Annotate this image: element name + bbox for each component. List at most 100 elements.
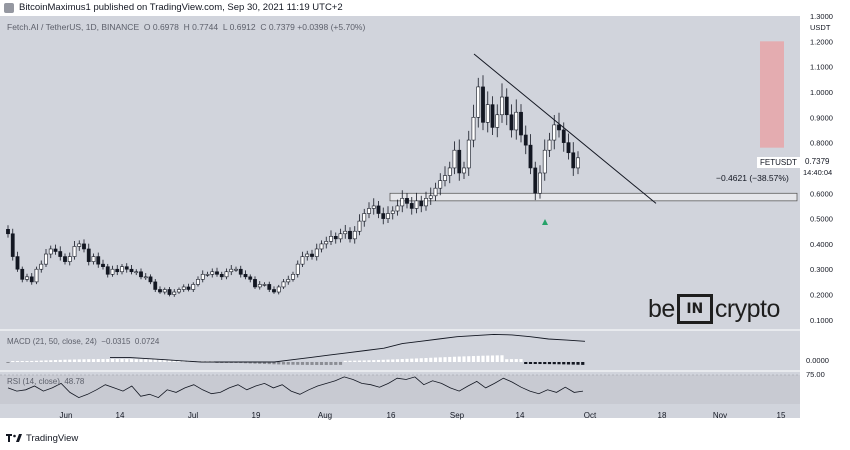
macd-bar <box>419 358 423 362</box>
candle-body <box>343 230 348 235</box>
macd-legend[interactable]: MACD (21, 50, close, 24) −0.0315 0.0724 <box>7 337 159 346</box>
candle-body <box>153 281 158 290</box>
candle-body <box>200 273 205 280</box>
tradingview-logo-icon[interactable] <box>6 433 22 443</box>
candle-body <box>519 111 523 136</box>
macd-bar <box>53 360 58 362</box>
macd-bar <box>433 357 438 362</box>
time-tick: Jul <box>188 411 198 420</box>
candlestick-series <box>6 75 580 297</box>
candle-body <box>514 111 519 131</box>
candle-body <box>63 256 67 262</box>
price-tick: 1.0000 <box>810 88 833 97</box>
time-tick: 19 <box>252 411 261 420</box>
candle-body <box>533 167 538 194</box>
macd-bar <box>291 362 295 365</box>
ohlc-change: +0.0398 (+5.70%) <box>297 22 366 32</box>
candle-body <box>115 268 120 273</box>
macd-bar <box>58 359 62 362</box>
candle-body <box>400 198 405 207</box>
candle-body <box>547 139 552 151</box>
macd-bar <box>163 359 167 362</box>
candle-body <box>25 276 29 280</box>
candle-body <box>466 139 471 169</box>
time-tick: Nov <box>713 411 727 420</box>
candle-body <box>490 104 495 128</box>
rsi-line <box>7 376 584 399</box>
macd-bar <box>462 356 466 362</box>
ohlc-close: 0.7379 <box>268 22 295 32</box>
macd-bar <box>144 359 148 362</box>
macd-bar <box>77 359 81 362</box>
support-zone[interactable] <box>389 192 798 202</box>
ohlc-open-label: O <box>143 22 151 32</box>
macd-value-1: −0.0315 <box>101 337 131 346</box>
symbol-name[interactable]: Fetch.AI / TetherUS, 1D, BINANCE <box>7 22 140 32</box>
macd-bar <box>547 362 552 365</box>
chart-area[interactable] <box>0 16 800 418</box>
macd-bar <box>310 362 314 365</box>
rsi-value: 48.78 <box>64 377 85 386</box>
price-tick: 0.3000 <box>810 265 833 274</box>
tradingview-brand[interactable]: TradingView <box>26 432 79 444</box>
time-axis[interactable]: Jun 14 Jul 19 Aug 16 Sep 14 Oct 18 Nov 15 <box>60 411 786 420</box>
candle-body <box>139 271 143 278</box>
candle-body <box>267 284 272 290</box>
macd-bar <box>82 359 86 362</box>
avatar[interactable] <box>4 3 14 13</box>
candle-body <box>319 243 324 250</box>
candle-body <box>376 205 381 214</box>
candle-body <box>124 266 129 270</box>
rsi-legend[interactable]: RSI (14, close) 48.78 <box>7 377 84 386</box>
macd-bar <box>106 359 110 362</box>
macd-bar <box>562 362 566 365</box>
macd-bar <box>528 362 533 364</box>
descending-trendline[interactable] <box>473 53 657 204</box>
candle-body <box>162 289 167 293</box>
candle-body <box>528 144 533 169</box>
candle-body <box>433 187 438 197</box>
candle-body <box>10 233 15 257</box>
candle-body <box>262 284 267 286</box>
candle-body <box>333 236 338 240</box>
macd-bar <box>315 362 319 365</box>
time-tick: 15 <box>777 411 786 420</box>
macd-bar <box>338 362 343 365</box>
candle-body <box>96 256 101 265</box>
candle-body <box>143 276 148 279</box>
rsi-label: RSI (14, close) <box>7 377 60 386</box>
beincrypto-watermark: be IN crypto <box>648 291 780 327</box>
watermark-left: be <box>648 294 675 323</box>
candle-body <box>481 86 485 123</box>
macd-bar <box>481 355 485 362</box>
candle-body <box>367 208 371 214</box>
target-zone[interactable] <box>760 41 784 148</box>
candle-body <box>476 86 481 118</box>
macd-line <box>110 333 586 363</box>
macd-zero-tick: 0.0000 <box>806 356 829 365</box>
symbol-price-tag: FETUSDT <box>757 157 801 168</box>
candle-body <box>310 253 314 257</box>
ohlc-high-label: H <box>183 22 190 32</box>
macd-bar <box>239 362 243 364</box>
macd-bar <box>495 355 499 362</box>
publisher-text: BitcoinMaximus1 published on TradingView… <box>19 2 343 13</box>
candle-body <box>348 230 352 240</box>
candle-body <box>210 271 215 275</box>
macd-bar <box>96 359 100 362</box>
price-axis[interactable] <box>800 16 850 418</box>
macd-bar <box>39 360 43 362</box>
macd-bar <box>343 360 347 362</box>
macd-bar <box>34 360 39 362</box>
candle-body <box>291 273 295 280</box>
candle-body <box>523 134 528 146</box>
candle-body <box>386 213 390 219</box>
candle-body <box>91 256 96 262</box>
candle-body <box>561 129 566 143</box>
rsi-top-tick: 75.00 <box>806 370 825 379</box>
time-tick: Sep <box>450 411 465 420</box>
candle-body <box>276 286 281 293</box>
time-tick: Oct <box>584 411 597 420</box>
candle-body <box>352 230 357 240</box>
